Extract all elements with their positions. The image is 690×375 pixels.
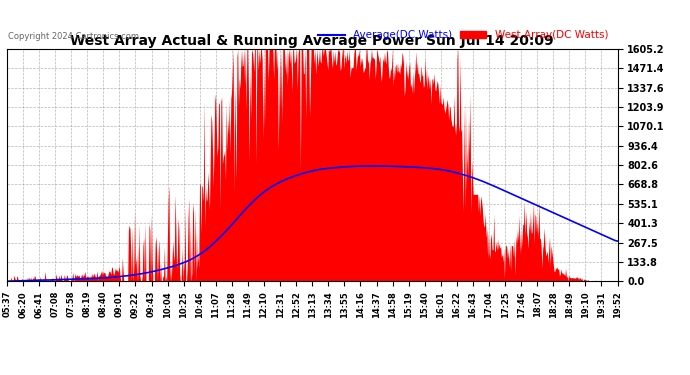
Legend: Average(DC Watts), West Array(DC Watts): Average(DC Watts), West Array(DC Watts) [315,26,612,44]
Text: Copyright 2024 Cartronics.com: Copyright 2024 Cartronics.com [8,32,139,41]
Title: West Array Actual & Running Average Power Sun Jul 14 20:09: West Array Actual & Running Average Powe… [70,34,554,48]
